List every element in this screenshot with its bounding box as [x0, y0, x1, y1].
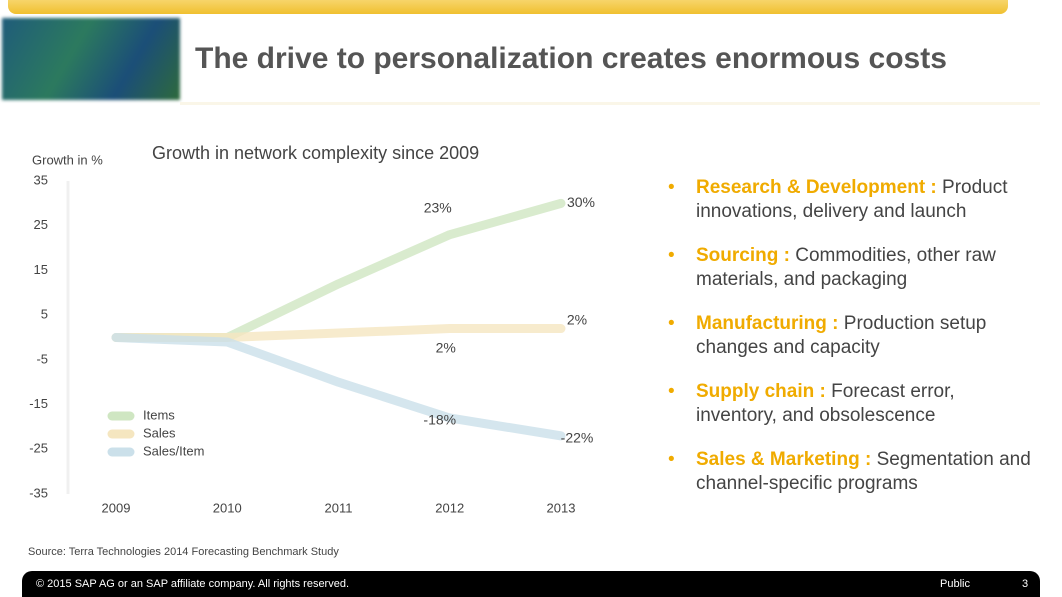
bullet-heading: Sales & Marketing :	[696, 449, 872, 470]
y-tick-label: -25	[29, 441, 48, 456]
chart: Growth in network complexity since 2009 …	[29, 143, 595, 516]
y-tick-label: 25	[34, 217, 48, 232]
x-tick-label: 2011	[325, 500, 353, 515]
x-tick-label: 2010	[213, 500, 242, 515]
bullet-text: Product innovations, delivery and launch	[696, 177, 1008, 222]
x-tick-label: 2013	[547, 500, 576, 515]
data-label: -22%	[561, 430, 594, 446]
header-image	[2, 18, 180, 100]
series-line	[111, 198, 566, 342]
classification: Public	[940, 578, 970, 590]
bullet-heading: Supply chain :	[696, 381, 826, 402]
data-label: 2%	[436, 339, 456, 355]
legend-label: Sales/Item	[143, 443, 204, 458]
footer: © 2015 SAP AG or an SAP affiliate compan…	[22, 571, 1040, 597]
source-note: Source: Terra Technologies 2014 Forecast…	[28, 546, 339, 558]
y-tick-label: -35	[29, 485, 48, 500]
y-axis-label: Growth in %	[32, 152, 103, 167]
bullet: Research & Development : Product innovat…	[668, 176, 1038, 224]
chart-title: Growth in network complexity since 2009	[152, 143, 479, 163]
bullet-heading: Manufacturing :	[696, 313, 839, 334]
top-bar	[8, 0, 1008, 14]
legend-label: Sales	[143, 425, 176, 440]
bullet: Supply chain : Forecast error, inventory…	[668, 380, 1038, 428]
bullet-text: Commodities, other raw materials, and pa…	[696, 245, 996, 290]
copyright: © 2015 SAP AG or an SAP affiliate compan…	[36, 578, 350, 590]
y-tick-label: -5	[36, 351, 48, 366]
bullet: Manufacturing : Production setup changes…	[668, 312, 1038, 360]
header-rule	[180, 102, 1040, 105]
data-label: 23%	[424, 199, 452, 215]
bullet-heading: Research & Development :	[696, 177, 937, 198]
bullet-text: Segmentation and channel-specific progra…	[696, 449, 1031, 494]
slide-title: The drive to personalization creates eno…	[195, 42, 947, 75]
y-tick-label: 15	[34, 262, 48, 277]
data-label: 2%	[567, 311, 587, 327]
x-tick-label: 2009	[102, 500, 131, 515]
data-label: -18%	[423, 412, 456, 428]
bullet-text: Production setup changes and capacity	[696, 313, 987, 358]
bullet-text: Forecast error, inventory, and obsolesce…	[696, 381, 955, 426]
y-tick-label: 35	[34, 172, 48, 187]
legend-label: Items	[143, 407, 175, 422]
page-number: 3	[1022, 578, 1029, 590]
y-tick-label: -15	[29, 396, 48, 411]
x-tick-label: 2012	[435, 500, 464, 515]
bullet-heading: Sourcing :	[696, 245, 790, 266]
data-label: 30%	[567, 194, 595, 210]
bullet: Sourcing : Commodities, other raw materi…	[668, 244, 1038, 292]
y-tick-label: 5	[41, 307, 48, 322]
bullet: Sales & Marketing : Segmentation and cha…	[668, 448, 1038, 496]
bullet-list: Research & Development : Product innovat…	[668, 176, 1038, 516]
series-line	[111, 333, 566, 441]
